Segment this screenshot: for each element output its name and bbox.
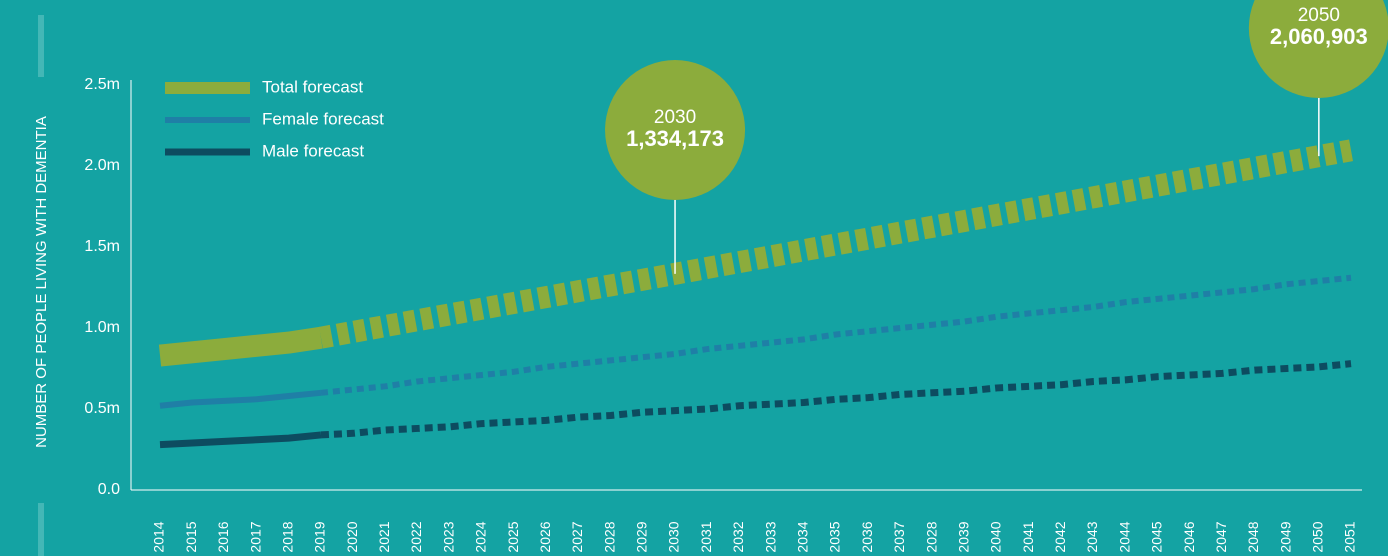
x-tick-label: 2051 bbox=[1342, 521, 1358, 552]
historical-line bbox=[159, 431, 322, 449]
x-tick-label: 2046 bbox=[1181, 521, 1197, 552]
x-tick-label: 2029 bbox=[634, 521, 650, 552]
x-tick-label: 2040 bbox=[988, 521, 1004, 552]
y-tick-label: 2.0m bbox=[84, 157, 120, 174]
x-tick-label: 2026 bbox=[537, 521, 553, 552]
x-tick-label: 2035 bbox=[827, 521, 843, 552]
x-tick-label: 2043 bbox=[1084, 521, 1100, 552]
x-tick-label: 2028 bbox=[601, 521, 617, 552]
historical-line bbox=[158, 326, 323, 367]
historical-line bbox=[159, 389, 322, 409]
x-tick-label: 2025 bbox=[505, 521, 521, 552]
x-tick-label: 2022 bbox=[408, 521, 424, 552]
annotation-value: 2,060,903 bbox=[1270, 24, 1368, 49]
x-tick-label: 2024 bbox=[473, 521, 489, 552]
x-tick-label: 2042 bbox=[1052, 521, 1068, 552]
x-tick-label: 2031 bbox=[698, 521, 714, 552]
y-tick-label: 0.0 bbox=[98, 481, 120, 498]
annotation-year: 2030 bbox=[654, 107, 696, 128]
x-tick-label: 2037 bbox=[891, 521, 907, 552]
forecast-line bbox=[320, 360, 1352, 439]
x-tick-label: 2044 bbox=[1116, 521, 1132, 552]
x-tick-label: 2045 bbox=[1149, 521, 1165, 552]
legend-label: Total forecast bbox=[262, 77, 363, 96]
x-tick-label: 2032 bbox=[730, 521, 746, 552]
x-tick-label: 2014 bbox=[151, 521, 167, 552]
y-tick-label: 1.0m bbox=[84, 319, 120, 336]
x-tick-label: 2047 bbox=[1213, 521, 1229, 552]
x-tick-label: 2033 bbox=[762, 521, 778, 552]
x-tick-label: 2019 bbox=[312, 521, 328, 552]
x-tick-label: 2015 bbox=[183, 521, 199, 552]
x-tick-label: 2028 bbox=[923, 521, 939, 552]
x-tick-label: 2039 bbox=[955, 521, 971, 552]
x-tick-label: 2034 bbox=[795, 521, 811, 552]
x-tick-label: 2021 bbox=[376, 521, 392, 552]
x-tick-label: 2023 bbox=[440, 521, 456, 552]
forecast-line bbox=[320, 274, 1352, 396]
x-tick-label: 2050 bbox=[1310, 521, 1326, 552]
x-tick-label: 2041 bbox=[1020, 521, 1036, 552]
x-tick-label: 2027 bbox=[569, 521, 585, 552]
annotation-value: 1,334,173 bbox=[626, 126, 724, 151]
x-tick-label: 2020 bbox=[344, 521, 360, 552]
legend-label: Male forecast bbox=[262, 141, 364, 160]
legend-label: Female forecast bbox=[262, 109, 384, 128]
decor-bar bbox=[38, 503, 44, 556]
annotation-year: 2050 bbox=[1298, 5, 1340, 26]
y-tick-label: 2.5m bbox=[84, 76, 120, 93]
x-tick-label: 2016 bbox=[215, 521, 231, 552]
x-tick-label: 2018 bbox=[279, 521, 295, 552]
x-tick-label: 2017 bbox=[247, 521, 263, 552]
annotation-bubble bbox=[605, 60, 746, 200]
y-axis-label: NUMBER OF PEOPLE LIVING WITH DEMENTIA bbox=[33, 116, 50, 448]
forecast-line bbox=[318, 139, 1353, 349]
x-tick-label: 2048 bbox=[1245, 521, 1261, 552]
decor-bar bbox=[38, 15, 44, 77]
y-tick-label: 0.5m bbox=[84, 400, 120, 417]
x-tick-label: 2030 bbox=[666, 521, 682, 552]
annotation-bubble bbox=[1248, 0, 1388, 98]
y-tick-label: 1.5m bbox=[84, 238, 120, 255]
x-tick-label: 2036 bbox=[859, 521, 875, 552]
x-tick-label: 2049 bbox=[1277, 521, 1293, 552]
